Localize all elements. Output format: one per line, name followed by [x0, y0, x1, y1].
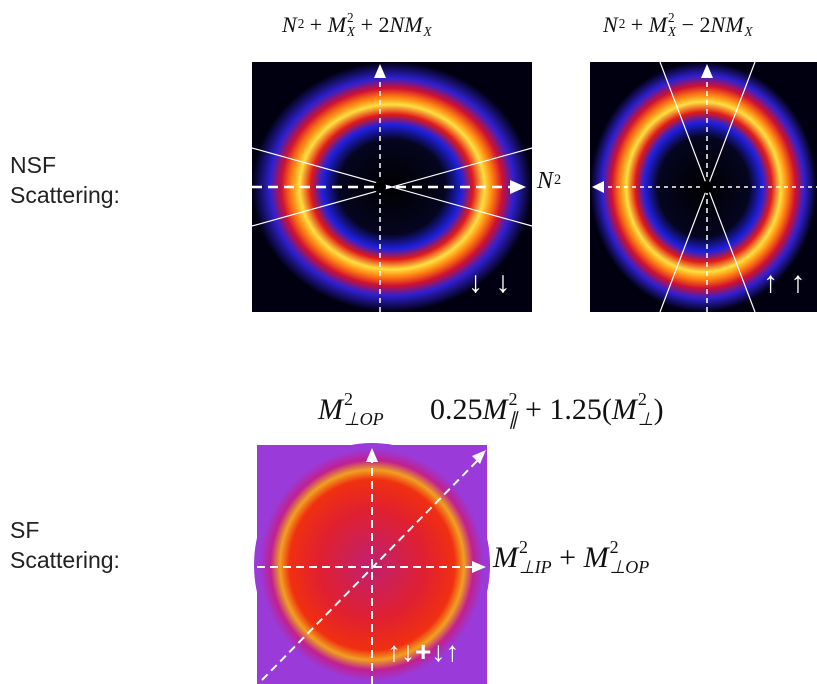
superscript: 2 [618, 16, 626, 32]
superscript: ​ [424, 11, 432, 24]
formula-text: ) [653, 393, 664, 426]
subscript: ⊥IP [519, 557, 552, 577]
symbol: M [318, 393, 343, 426]
subscript: X [744, 24, 753, 40]
arrowhead [374, 64, 386, 78]
formula: M 2 ⊥IP + M 2 ⊥OP [493, 537, 650, 577]
operator: − [681, 12, 695, 38]
formula-text: 1.25( [549, 393, 612, 426]
superscript: ​ [745, 11, 753, 24]
symbol: N [537, 168, 554, 194]
symbol: M [648, 12, 668, 38]
label-line: Scattering: [10, 182, 120, 208]
superscript: 2 [344, 389, 353, 410]
spin-arrows: ↓ ↓ [468, 266, 513, 299]
subscript: ⊥ [637, 409, 654, 429]
operator: + [309, 12, 323, 38]
script: 2 ⊥OP [609, 537, 650, 577]
symbol: N [282, 12, 297, 38]
superscript: 2 [554, 171, 562, 188]
beamstop [701, 181, 713, 193]
superscript: 2 [297, 16, 305, 32]
arrowhead [592, 181, 604, 193]
operator: + [525, 393, 542, 426]
formula: M 2 ⊥OP [318, 389, 384, 429]
subscript: X [423, 24, 432, 40]
formula-text: 2 [378, 12, 390, 38]
superscript: 2 [508, 389, 518, 410]
spin-arrows: ↑ ↑ [763, 266, 808, 299]
script: 2 [554, 171, 562, 188]
formula: 0.25 M 2 ∥ +1.25(M 2 ⊥) [430, 389, 664, 429]
formula-text: 2 [699, 12, 711, 38]
script: 2 ∥ [508, 389, 518, 429]
superscript: 2 [519, 537, 528, 558]
symbol: M [493, 541, 518, 574]
script: 2 [297, 16, 305, 32]
script: 2 ⊥OP [344, 389, 384, 429]
subscript: ∥ [508, 409, 518, 429]
arrowhead [472, 561, 486, 573]
script: 2 ⊥ [637, 389, 654, 429]
formula-text: 0.25 [430, 393, 483, 426]
subscript: X [347, 24, 356, 40]
spin-arrows: ↑↓+↓↑ [387, 636, 460, 667]
arrowhead [701, 64, 713, 78]
symbol: M [611, 393, 637, 426]
arrowhead [510, 180, 526, 194]
superscript: 2 [637, 389, 647, 410]
symbol: NM [710, 12, 744, 38]
subscript: ⊥OP [609, 557, 650, 577]
superscript: 2 [668, 9, 675, 25]
row-label: SF Scattering: [10, 515, 120, 575]
arrowhead [472, 450, 486, 464]
arrowhead [366, 448, 378, 462]
subscript: ⊥OP [344, 409, 384, 429]
symbol: N [603, 12, 618, 38]
subscript: X [668, 24, 677, 40]
formula: N2+M2X+2NM​X [282, 9, 432, 40]
operator: + [559, 541, 577, 574]
superscript: 2 [609, 537, 619, 558]
row-label: NSF Scattering: [10, 150, 120, 210]
superscript: 2 [347, 9, 354, 25]
formula: N2+M2X−2NM​X [603, 9, 753, 40]
label-line: SF [10, 517, 40, 543]
symbol: NM [389, 12, 423, 38]
beamstop [374, 181, 386, 193]
symbol: M [327, 12, 347, 38]
script: 2 [618, 16, 626, 32]
label-line: Scattering: [10, 547, 120, 573]
symbol: M [583, 541, 609, 574]
script: 2 ⊥IP [519, 537, 552, 577]
operator: + [630, 12, 644, 38]
guides [257, 457, 481, 684]
symbol: M [482, 393, 508, 426]
script: ​X [745, 12, 753, 38]
operator: + [360, 12, 374, 38]
label-line: NSF [10, 152, 56, 178]
script: ​X [424, 12, 432, 38]
